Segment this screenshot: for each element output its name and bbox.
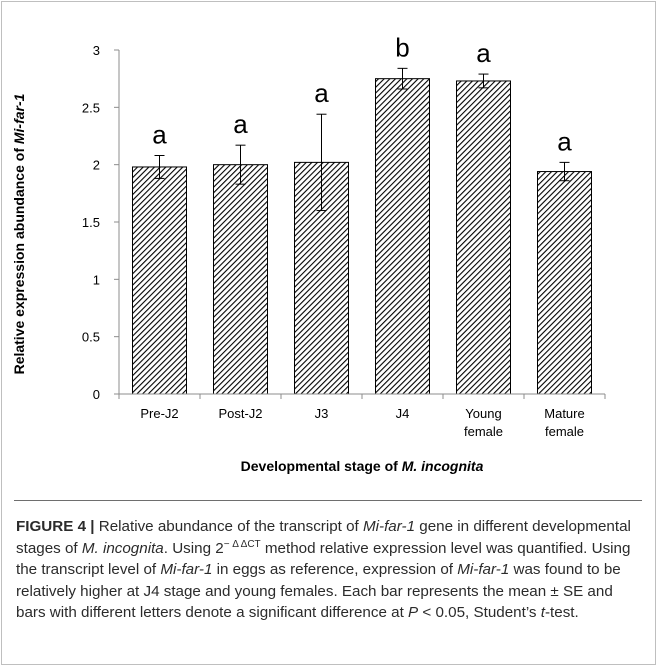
caption-gene: Mi-far-1 (160, 561, 213, 578)
bar (456, 80, 511, 395)
x-axis-label: Developmental stage of M. incognita (241, 458, 484, 474)
caption-text: . Using 2 (163, 539, 224, 557)
y-axis-label: Relative expression abundance of Mi-far-… (11, 93, 27, 374)
x-axis: Pre-J2 Post-J2 J3 J4 Young female Mature female (118, 393, 606, 439)
y-tick-label: 3 (93, 43, 100, 58)
significance-letter: a (233, 109, 248, 139)
significance-letter: a (476, 38, 491, 68)
y-axis: 0 0.5 1 1.5 2 2.5 3 (82, 43, 120, 402)
y-tick-label: 0 (93, 387, 100, 402)
y-tick-label: 1.5 (82, 215, 100, 230)
caption-superscript: − Δ ΔCT (223, 538, 261, 550)
chart-svg: 0 0.5 1 1.5 2 2.5 3 a a a b a a Pre-J2 Post-J2 J3 J4 Yo… (11, 32, 606, 474)
caption-gene: Mi-far-1 (457, 561, 510, 578)
caption-text: gene in different developmental stages o… (16, 518, 631, 557)
caption-text: was found to be relatively higher at J4 … (16, 561, 621, 621)
caption-ttest: t (540, 604, 545, 621)
caption-divider (14, 500, 642, 501)
bar (132, 166, 187, 395)
x-tick-label: Mature (544, 406, 584, 421)
x-tick-label: female (545, 424, 584, 439)
caption-text: -test. (544, 604, 579, 621)
figure-caption: FIGURE 4 | Relative abundance of the tra… (16, 516, 640, 624)
caption-text: Relative abundance of the transcript of (94, 518, 363, 535)
y-tick-label: 1 (93, 272, 100, 287)
caption-text: method relative expression level was qua… (16, 539, 631, 579)
bar (213, 164, 268, 395)
x-tick-label: Post-J2 (218, 406, 262, 421)
bar-chart: 0 0.5 1 1.5 2 2.5 3 a a a b a a Pre-J2 Post-J2 J3 J4 Yo… (2, 2, 655, 502)
y-tick-label: 2.5 (82, 100, 100, 115)
y-tick-label: 2 (93, 158, 100, 173)
caption-pvalue: P (408, 604, 419, 621)
y-tick-label: 0.5 (82, 330, 100, 345)
bars: a a a b a a (132, 32, 592, 395)
x-tick-label: female (464, 424, 503, 439)
significance-letter: a (152, 119, 167, 149)
caption-gene: Mi-far-1 (363, 518, 416, 535)
bar (537, 171, 592, 395)
caption-species: M. incognita (81, 539, 164, 557)
x-tick-label: Pre-J2 (140, 406, 178, 421)
significance-letter: a (557, 126, 572, 156)
significance-letter: a (314, 78, 329, 108)
caption-text: < 0.05, Student’s (418, 604, 541, 621)
x-tick-label: Young (465, 406, 501, 421)
significance-letter: b (395, 32, 409, 62)
x-tick-label: J3 (315, 406, 329, 421)
caption-label: FIGURE 4 | (16, 518, 95, 535)
x-tick-label: J4 (396, 406, 410, 421)
bar (375, 78, 430, 395)
caption-text: in eggs as reference, expression of (212, 561, 458, 578)
